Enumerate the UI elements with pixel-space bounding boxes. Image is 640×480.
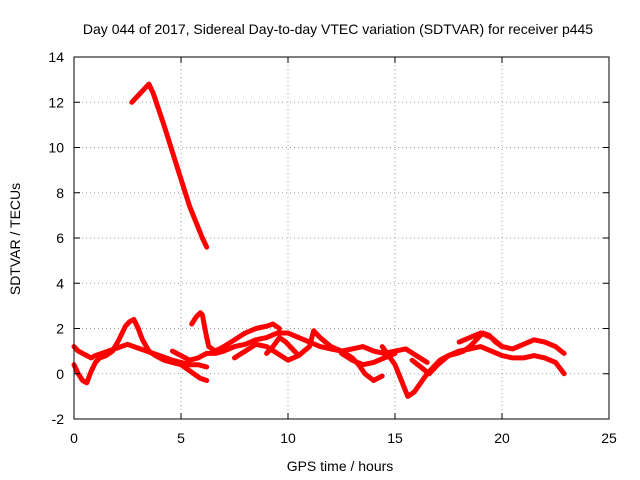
x-tick-label: 25 (601, 430, 617, 446)
grid-lines (74, 57, 609, 419)
y-tick-label: 10 (48, 140, 64, 156)
x-tick-label: 20 (494, 430, 510, 446)
y-tick-label: 0 (56, 366, 64, 382)
series-line-track-g (409, 344, 567, 377)
y-tick-label: 4 (56, 275, 64, 291)
x-tick-label: 0 (70, 430, 78, 446)
y-tick-label: 14 (48, 49, 64, 65)
series-line-track-d (169, 330, 430, 365)
series-line-track-e (232, 328, 385, 383)
x-tick-labels: 0 5 10 15 20 25 (70, 430, 617, 446)
x-tick-label: 5 (177, 430, 185, 446)
x-tick-label: 10 (280, 430, 296, 446)
series-line-track-i (264, 335, 302, 359)
y-tick-labels: -2 0 2 4 6 8 10 12 14 (48, 49, 64, 427)
series-line-spike (129, 81, 210, 250)
series-line-track-j (339, 350, 398, 368)
series-line-track-h (456, 330, 567, 356)
x-axis-label: GPS time / hours (287, 458, 394, 474)
series-line-track-b (71, 316, 210, 386)
y-tick-label: -2 (52, 411, 65, 427)
data-series (71, 81, 567, 399)
y-axis-label: SDTVAR / TECUs (7, 183, 23, 295)
x-tick-label: 15 (387, 430, 403, 446)
series-line-track-f (379, 330, 505, 399)
y-tick-label: 6 (56, 230, 64, 246)
chart-title: Day 044 of 2017, Sidereal Day-to-day VTE… (83, 21, 593, 37)
y-tick-label: 8 (56, 185, 64, 201)
y-tick-label: 12 (48, 94, 64, 110)
axis-ticks (73, 56, 610, 420)
y-tick-label: 2 (56, 321, 64, 337)
